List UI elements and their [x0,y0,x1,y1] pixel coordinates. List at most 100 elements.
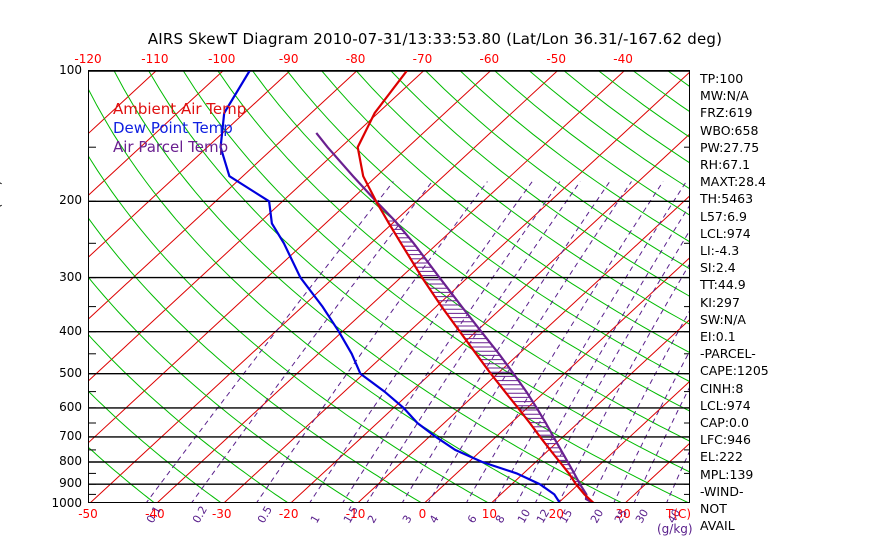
pressure-tick-label: 600 [59,399,82,414]
mixing-ratio-line [633,387,689,502]
dry-adiabat-line [286,71,689,382]
pressure-tick-label: 800 [59,454,82,469]
mixing-ratio-tick-label: 10 [515,506,534,526]
temp-tick-label-bottom: -20 [278,507,299,521]
temp-tick-label-top: -50 [546,52,567,66]
mixing-ratio-line [342,181,561,502]
mixing-ratio-line [366,181,581,502]
index-mpl: MPL:139 [700,466,754,482]
dry-adiabat-line [563,71,689,163]
temp-tick-label-bottom: -30 [211,507,232,521]
index-th: TH:5463 [700,191,754,207]
index-l57: L57:6.9 [700,208,747,224]
index-cap: CAP:0.0 [700,415,749,431]
mixing-ratio-line [666,451,689,502]
dry-adiabat-line [252,71,689,412]
mixing-ratio-line [309,181,533,502]
index-lfc: LFC:946 [700,432,751,448]
temp-tick-label-top: -110 [141,52,169,66]
index-pw: PW:27.75 [700,139,760,155]
skewt-svg [89,71,689,502]
pressure-tick-label: 900 [59,476,82,491]
mixing-ratio-tick-label: 1 [307,512,323,526]
index-lcl: LCL:974 [700,225,751,241]
pressure-tick-label: 100 [59,63,82,77]
temp-tick-label-bottom: 20 [548,507,564,521]
dry-adiabat-line [494,71,689,216]
legend: Ambient Air Temp Dew Point Temp Air Parc… [113,100,246,157]
dry-adiabat-line [89,89,555,502]
temp-tick-label-top: -40 [613,52,633,66]
dry-adiabat-line [529,71,689,189]
mixing-ratio-line [146,181,394,502]
isotherm-line [491,319,689,502]
mixing-ratio-tick-label: 2 [365,512,380,526]
temp-tick-label-bottom: 0 [418,507,427,521]
temp-tick-label-bottom: 10 [481,507,497,521]
index-lcl: LCL:974 [700,397,751,413]
mixing-ratio-tick-label: 6 [464,512,480,526]
temperature-unit-label: T(C) [666,507,692,521]
dry-adiabat-line [89,447,155,502]
page-title: AIRS SkewT Diagram 2010-07-31/13:33:53.8… [147,30,723,48]
index-tp: TP:100 [700,71,744,86]
index-wind: -WIND- [700,483,744,499]
index-wbo: WBO:658 [700,122,759,138]
mixing-ratio-tick-label: 0.5 [254,503,275,526]
index-si: SI:2.4 [700,260,736,276]
mixing-ratio-unit-label: (g/kg) [657,522,693,536]
skewt-plot-area [88,70,690,503]
temp-tick-label-top: -60 [479,52,500,66]
mixing-ratio-tick-label: 20 [587,506,607,526]
isotherm-line [424,257,689,502]
temp-tick-label-top: -80 [345,52,366,66]
mixing-ratio-line [516,205,689,502]
pressure-tick-label: 300 [59,269,82,284]
isotherm-line [157,71,625,502]
isotherm-line [89,71,291,258]
mixing-ratio-tick-label: 8 [492,512,508,526]
temp-tick-label-top: -120 [74,52,102,66]
mixing-ratio-line [466,181,664,502]
pressure-tick-label: 200 [59,193,82,208]
index-mw: MW:N/A [700,88,749,104]
dry-adiabat-line [89,218,422,502]
temp-tick-label-top: -100 [208,52,236,66]
dry-adiabat-line [113,71,622,502]
pressure-tick-label: 1000 [51,496,82,510]
isotherm-line [89,71,424,381]
dry-adiabat-line [89,391,221,502]
mixing-ratio-line [402,181,611,502]
dry-adiabat-line [390,71,689,297]
index-cinh: CINH:8 [700,380,744,396]
index-ei: EI:0.1 [700,329,736,345]
temp-tick-label-bottom: 30 [615,507,631,521]
pressure-tick-label: 400 [59,323,82,338]
dry-adiabat-line [89,277,355,502]
isotherm-line [558,381,689,502]
dry-adiabat-line [321,71,689,353]
pressure-tick-label: 700 [59,428,82,443]
legend-item-parcel: Air Parcel Temp [113,138,229,156]
mixing-ratio-line [589,311,689,502]
temp-tick-label-bottom: -40 [145,507,165,521]
index-sw: SW:N/A [700,311,746,327]
temp-tick-label-bottom: -10 [345,507,366,521]
dry-adiabat-line [356,71,689,325]
index-not: NOT [700,501,727,517]
temp-tick-label-bottom: -50 [78,507,98,521]
mixing-ratio-line [428,181,632,502]
index-avail: AVAIL [700,518,735,534]
isotherm-line [89,71,491,443]
index-li: LI:-4.3 [700,243,740,259]
pressure-axis-label: PRESSURE (MB) [0,180,3,276]
index-el: EL:222 [700,449,743,465]
mixing-ratio-line [494,181,687,502]
index-maxt: MAXT:28.4 [700,174,766,190]
temp-tick-label-top: -90 [278,52,299,66]
index-rh: RH:67.1 [700,157,751,173]
dry-adiabat-line [182,71,689,473]
pressure-tick-label: 500 [59,365,82,380]
index-parcel: -PARCEL- [700,346,756,362]
